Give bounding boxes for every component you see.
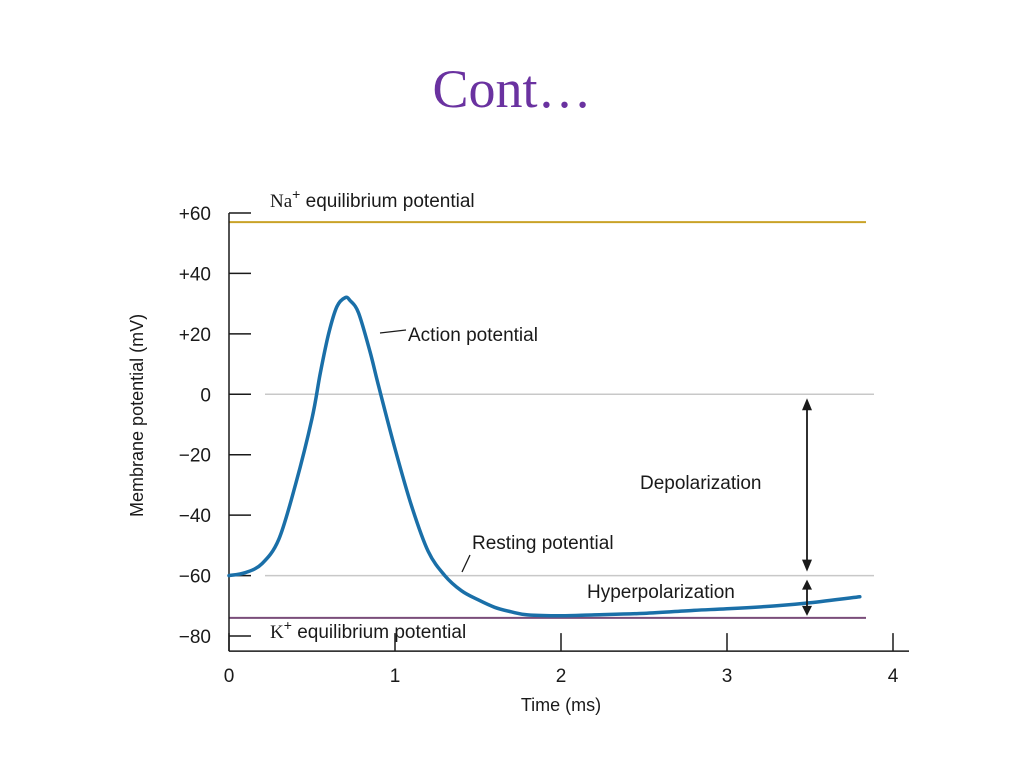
y-tick-label: +60 [179,204,211,225]
depolarization-label: Depolarization [640,473,761,494]
hyperpolarization-arrowhead-up [802,579,812,590]
hyperpolarization-arrowhead-down [802,605,812,616]
resting-potential-leader [461,554,471,573]
y-tick-label: 0 [200,385,211,406]
axes: +60 +40 +20 0 −20 −40 −60 −80 0 1 2 3 4 Time (ms) Memb… [127,204,909,715]
y-tick-label: +20 [179,325,211,346]
depolarization-arrowhead-up [802,398,812,411]
resting-potential-label: Resting potential [472,533,614,554]
depolarization-arrowhead-down [802,559,812,572]
x-tick-label: 0 [224,666,235,687]
hyperpolarization-label: Hyperpolarization [587,582,735,603]
y-tick-label: −20 [179,446,211,467]
series-layer [227,295,862,618]
reference-line-label: K+ equilibrium potential [270,617,466,643]
action-potential-leader [379,329,407,334]
x-tick-label: 2 [556,666,567,687]
x-tick-label: 3 [722,666,733,687]
y-tick-label: +40 [179,264,211,285]
x-tick-label: 4 [888,666,899,687]
y-tick-label: −40 [179,506,211,527]
action-potential-label: Action potential [408,325,538,346]
reference-lines: Na+ equilibrium potential K+ equilibrium … [229,186,866,643]
x-axis-label: Time (ms) [521,695,601,715]
slide-title: Cont… [432,59,592,119]
y-axis-label: Membrane potential (mV) [127,314,147,517]
grid-layer [265,393,874,577]
y-tick-label: −80 [179,627,211,648]
y-tick-label: −60 [179,567,211,588]
x-tick-label: 1 [390,666,401,687]
reference-line-label: Na+ equilibrium potential [270,186,475,212]
series-line [227,295,862,618]
annotations: Action potential Resting potential Depolar… [379,325,812,616]
